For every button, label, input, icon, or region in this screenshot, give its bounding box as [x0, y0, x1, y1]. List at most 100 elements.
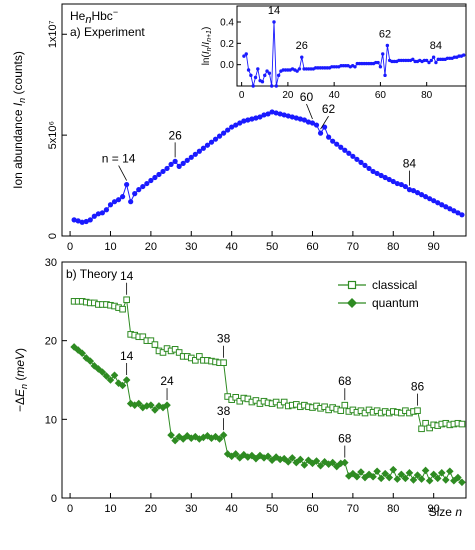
panel-b-point-classical	[147, 337, 155, 344]
panel-a-point	[124, 181, 130, 188]
panel-a-annotation: 84	[403, 157, 417, 171]
panel-a-point	[71, 217, 77, 223]
inset-point	[411, 57, 415, 62]
shared-xlabel: Size n	[429, 505, 463, 519]
panel-b-frame	[61, 261, 467, 499]
panel-b-annotation: 24	[160, 374, 174, 388]
panel-a-point	[447, 206, 453, 212]
panel-a-point	[152, 174, 158, 181]
inset-point	[263, 73, 267, 78]
panel-b-point-quantum	[296, 455, 305, 464]
panel-b-point-quantum	[292, 458, 301, 467]
panel-b-point-quantum	[240, 450, 248, 459]
panel-b-xtick-label: 90	[428, 503, 440, 515]
panel-a-label: a) Experiment	[70, 25, 145, 39]
panel-a-point	[237, 120, 243, 126]
inset-point	[246, 68, 251, 72]
panel-b-point-quantum	[304, 456, 313, 465]
panel-b-point-classical	[151, 341, 159, 348]
panel-b-point-classical	[220, 359, 227, 366]
panel-a-point	[410, 188, 417, 194]
panel-a-point	[313, 122, 320, 128]
panel-b-annotation: 14	[120, 349, 134, 363]
panel-b-point-classical	[159, 349, 167, 356]
panel-b-annotation: 38	[217, 404, 231, 418]
legend-marker-quantum	[347, 298, 357, 308]
panel-a-xtick-label: 0	[67, 241, 73, 253]
panel-b-xtick-label: 30	[185, 503, 197, 515]
inset-point	[269, 84, 274, 88]
panel-a-point	[418, 192, 425, 198]
panel-b-annotation: 86	[411, 380, 425, 394]
panel-b-point-quantum	[163, 401, 171, 409]
panel-b-point-quantum	[280, 454, 288, 463]
panel-a-annotation-leader	[306, 103, 313, 120]
panel-b-point-quantum	[442, 476, 450, 484]
panel-a-point	[156, 171, 162, 178]
panel-b-point-classical	[175, 349, 183, 356]
panel-a-point	[241, 118, 247, 124]
panel-b-point-quantum	[147, 401, 155, 409]
panel-a-point	[136, 187, 142, 193]
panel-theory: 0 10 20 30 40 50 60 70 80 90 0 10 20 30 14 14 24 38 38 68 6…	[13, 257, 467, 519]
inset-point	[297, 67, 302, 71]
panel-a-point	[120, 194, 126, 200]
panel-a-xtick-label: 40	[226, 241, 238, 253]
panel-b-xtick-label: 50	[266, 503, 278, 515]
panel-b-label: b) Theory	[66, 267, 117, 281]
panel-b-point-quantum	[437, 469, 446, 477]
panel-b-point-quantum	[90, 362, 99, 370]
panel-b-point-quantum	[139, 403, 147, 412]
panel-a-point	[378, 172, 384, 179]
panel-a-point	[394, 180, 400, 187]
inset-point	[244, 52, 248, 56]
panel-b-point-quantum	[134, 399, 143, 408]
panel-b-point-quantum	[276, 455, 284, 464]
inset-point	[249, 73, 253, 78]
inset-chart: 0 20 40 60 80 0.0 0.2 0.4 14 26 62 84 ln(In/In+1)	[201, 5, 467, 102]
panel-a-point	[362, 162, 368, 168]
panel-b-point-quantum	[260, 454, 268, 462]
panel-b-ytick-label: 10	[45, 414, 57, 426]
panel-b-annotation: 14	[120, 269, 134, 283]
inset-point	[383, 73, 387, 78]
panel-b-point-quantum	[195, 435, 204, 443]
panel-b-point-quantum	[365, 470, 373, 479]
panel-b-point-quantum	[389, 465, 398, 474]
panel-b-xtick-label: 0	[67, 503, 73, 515]
panel-a-point	[398, 181, 404, 188]
panel-b-point-quantum	[70, 343, 78, 351]
panel-a-point	[334, 141, 340, 147]
panel-a-point	[249, 116, 255, 122]
panel-b-point-quantum	[256, 451, 264, 460]
panel-a-point	[87, 217, 93, 223]
panel-a-point	[91, 213, 97, 219]
inset-point	[274, 84, 279, 88]
panel-a-xtick-label: 20	[145, 241, 157, 253]
panel-b-point-quantum	[231, 450, 240, 458]
panel-a-ytick-label: 1x10⁷	[47, 20, 59, 48]
panel-b-point-classical	[192, 357, 199, 364]
panel-b-annotation: 68	[338, 374, 352, 388]
panel-a-point	[225, 127, 231, 133]
panel-b-point-quantum	[397, 470, 406, 479]
panel-a-point	[281, 112, 287, 118]
inset-ticks: 0 20 40 60 80 0.0 0.2 0.4	[220, 18, 433, 102]
panel-b-point-quantum	[345, 472, 353, 480]
panel-a-point	[330, 138, 336, 144]
panel-a-point	[406, 187, 413, 193]
panel-b-point-quantum	[78, 349, 86, 358]
panel-b-ylabel: −ΔEn (meV)	[13, 348, 29, 412]
panel-b-point-quantum	[171, 436, 179, 445]
panel-b-annotations: 14 14 24 38 38 68 68 86	[120, 269, 425, 458]
panel-a-point	[172, 158, 178, 164]
inset-ytick-label: 0.4	[220, 18, 234, 29]
panel-a-point	[265, 111, 271, 117]
panel-a-point	[144, 180, 150, 187]
panel-a-point	[390, 178, 396, 185]
panel-b-ytick-label: 30	[45, 257, 57, 269]
panel-b-point-quantum	[155, 402, 163, 410]
legend-marker-classical	[347, 280, 357, 290]
legend-entry-quantum: quantum	[338, 296, 419, 310]
inset-point	[265, 69, 269, 73]
